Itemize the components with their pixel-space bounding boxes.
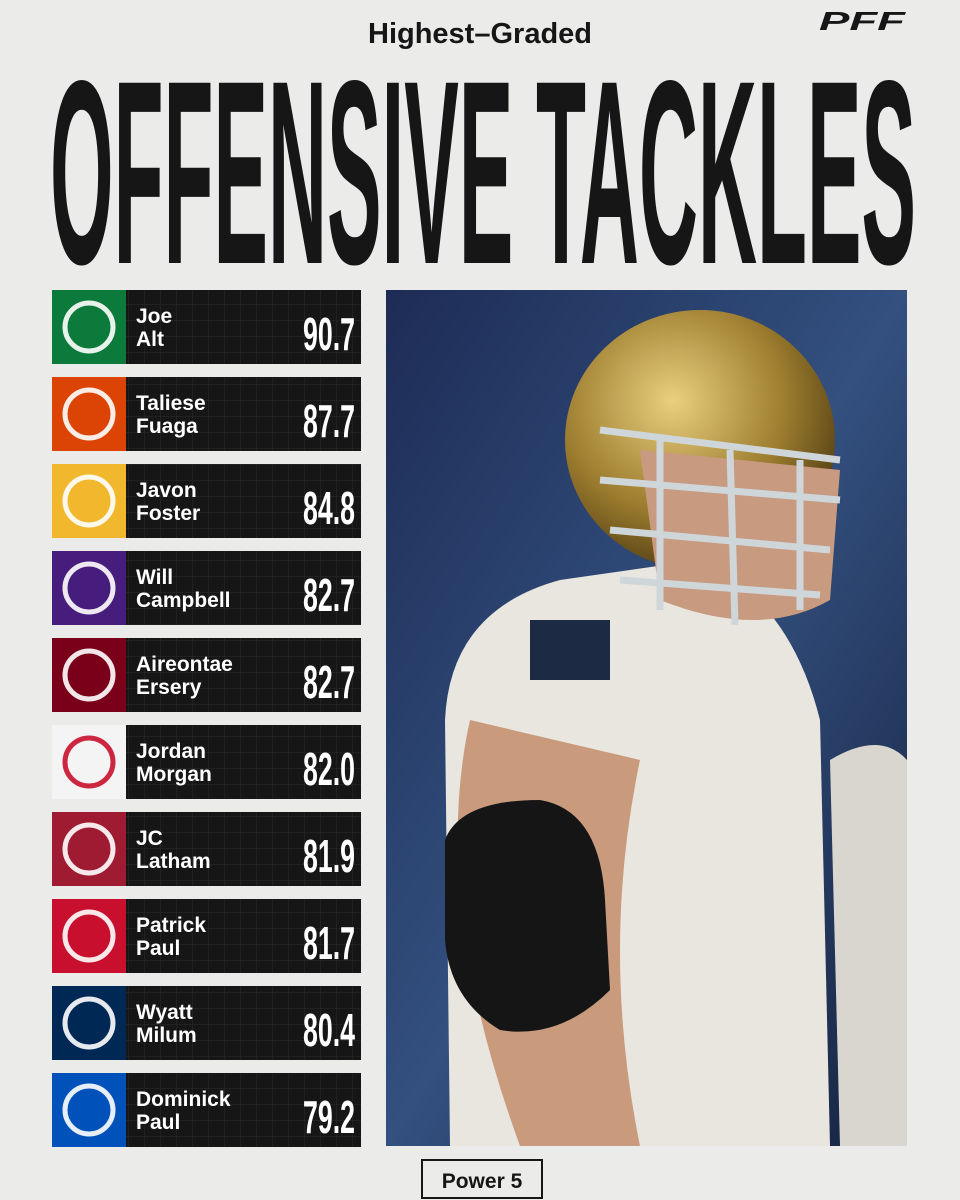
photo-sleeve (445, 800, 610, 1032)
player-box-grid (126, 290, 361, 364)
player-first-name: Jordan (136, 740, 206, 763)
player-last-name: Paul (136, 937, 180, 960)
player-grade: 82.0 (303, 743, 355, 795)
team-logo (62, 387, 116, 441)
player-last-name: Paul (136, 1111, 180, 1134)
player-box-grid (126, 986, 361, 1060)
player-box-grid (126, 812, 361, 886)
player-first-name: Taliese (136, 392, 206, 415)
player-last-name: Alt (136, 328, 164, 351)
team-logo (62, 300, 116, 354)
player-first-name: Patrick (136, 914, 206, 937)
player-box-grid (126, 1073, 361, 1147)
title: OFFENSIVE TACKLES (50, 26, 916, 319)
player-box-grid (126, 377, 361, 451)
player-last-name: Morgan (136, 763, 212, 786)
team-logo (62, 735, 116, 789)
player-grade: 82.7 (303, 656, 355, 708)
subtitle: Highest–Graded (368, 18, 592, 50)
player-grade: 82.7 (303, 569, 355, 621)
team-logo (62, 648, 116, 702)
player-grade: 81.9 (303, 830, 355, 882)
player-last-name: Ersery (136, 676, 202, 699)
photo-emblem (530, 620, 610, 680)
player-box-grid (126, 551, 361, 625)
player-box-grid (126, 725, 361, 799)
team-logo (62, 909, 116, 963)
photo-teammate (830, 745, 907, 1146)
player-grade: 84.8 (303, 482, 355, 534)
player-last-name: Foster (136, 502, 200, 525)
player-grade: 79.2 (303, 1091, 355, 1143)
player-box-grid (126, 638, 361, 712)
player-first-name: Dominick (136, 1088, 231, 1111)
player-grade: 81.7 (303, 917, 355, 969)
player-last-name: Campbell (136, 589, 231, 612)
player-last-name: Fuaga (136, 415, 198, 438)
team-logo (62, 822, 116, 876)
brand-logo: PFF (819, 6, 907, 36)
footer-box (421, 1159, 543, 1199)
player-first-name: Javon (136, 479, 197, 502)
player-first-name: Joe (136, 305, 172, 328)
team-logo (62, 1083, 116, 1137)
player-box-grid (126, 899, 361, 973)
photo-facemask (599, 426, 841, 626)
team-logo (62, 474, 116, 528)
player-grade: 87.7 (303, 395, 355, 447)
team-logo (62, 996, 116, 1050)
footer-label: Power 5 (442, 1170, 523, 1193)
player-last-name: Milum (136, 1024, 197, 1047)
photo (386, 290, 907, 1146)
player-last-name: Latham (136, 850, 211, 873)
team-logo (62, 561, 116, 615)
player-first-name: Aireontae (136, 653, 233, 676)
player-grade: 80.4 (303, 1004, 355, 1056)
player-grade: 90.7 (303, 308, 355, 360)
player-first-name: Wyatt (136, 1001, 193, 1024)
player-first-name: Will (136, 566, 173, 589)
player-box-grid (126, 464, 361, 538)
player-first-name: JC (136, 827, 163, 850)
